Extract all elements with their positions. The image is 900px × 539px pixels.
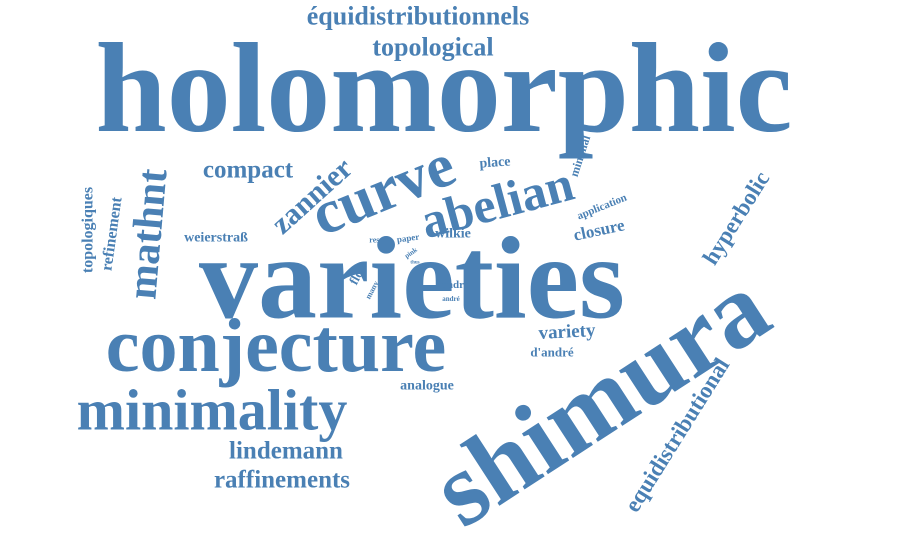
word-holomorphic: holomorphic: [96, 17, 793, 159]
word-thus: thus: [410, 261, 419, 266]
word-andre: andre: [441, 279, 468, 291]
word-weierstrass: weierstraß: [184, 231, 248, 246]
word-d-andre: d'andré: [530, 345, 574, 360]
word-wilkie: wilkie: [435, 227, 471, 242]
word-place: place: [479, 154, 511, 171]
word-result: result: [369, 236, 389, 245]
word-analogue: analogue: [400, 379, 454, 394]
word-refinement: refinement: [98, 195, 125, 272]
word-paper: paper: [396, 231, 420, 244]
word-mathnt: mathnt: [119, 167, 176, 301]
word-topologiques: topologiques: [80, 187, 97, 273]
word-minimality: minimality: [77, 378, 348, 443]
word-conjecture: conjecture: [106, 304, 446, 388]
word-varieties: varieties: [199, 213, 625, 344]
word-lindemann: lindemann: [229, 438, 343, 465]
word-variety: variety: [538, 320, 596, 344]
word-topological: topological: [372, 33, 493, 62]
word-andre: andré: [442, 295, 460, 303]
word-hyperbolic: hyperbolic: [698, 167, 775, 269]
word-raffinements: raffinements: [214, 467, 350, 494]
word-equidistributionnels: équidistributionnels: [307, 2, 530, 31]
word-compact: compact: [203, 157, 294, 184]
